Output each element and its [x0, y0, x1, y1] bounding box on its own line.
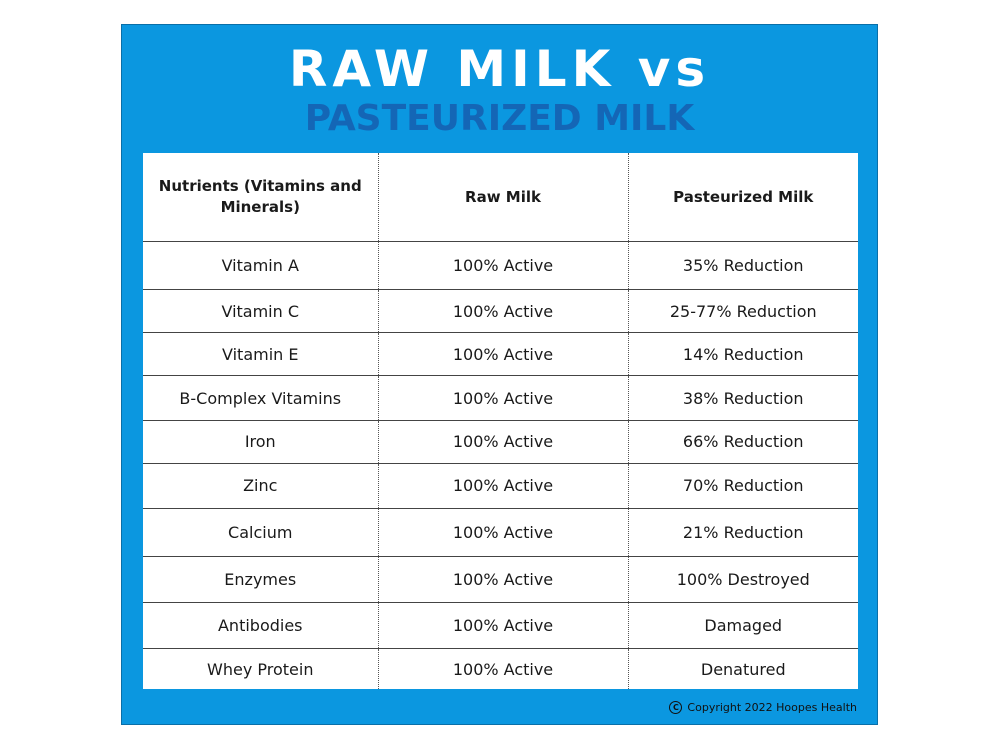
table-row: Zinc 100% Active 70% Reduction [143, 462, 858, 509]
nutrient-cell: Vitamin A [143, 240, 379, 290]
raw-milk-cell: 100% Active [378, 556, 629, 603]
nutrient-cell: Zinc [143, 462, 379, 509]
raw-milk-cell: 100% Active [378, 648, 629, 689]
pasteurized-milk-cell: 100% Destroyed [628, 556, 858, 603]
raw-milk-cell: 100% Active [378, 240, 629, 290]
header-nutrients: Nutrients (Vitamins and Minerals) [143, 153, 379, 242]
table-row: B-Complex Vitamins 100% Active 38% Reduc… [143, 375, 858, 421]
nutrient-cell: Antibodies [143, 602, 379, 649]
nutrient-cell: Vitamin C [143, 289, 379, 333]
pasteurized-milk-cell: 14% Reduction [628, 332, 858, 376]
nutrient-cell: Calcium [143, 507, 379, 557]
table-row: Vitamin A 100% Active 35% Reduction [143, 240, 858, 290]
copyright-text: Copyright 2022 Hoopes Health [687, 701, 857, 714]
nutrient-cell: Iron [143, 419, 379, 464]
raw-milk-cell: 100% Active [378, 507, 629, 557]
page-title: RAW MILK vs [288, 40, 711, 98]
table-row: Enzymes 100% Active 100% Destroyed [143, 556, 858, 603]
pasteurized-milk-cell: Denatured [628, 648, 858, 689]
pasteurized-milk-cell: 70% Reduction [628, 462, 858, 509]
nutrient-cell: B-Complex Vitamins [143, 375, 379, 421]
table-header-row: Nutrients (Vitamins and Minerals) Raw Mi… [143, 153, 858, 242]
page-subtitle: PASTEURIZED MILK [304, 98, 695, 139]
pasteurized-milk-cell: Damaged [628, 602, 858, 649]
raw-milk-cell: 100% Active [378, 332, 629, 376]
table-row: Whey Protein 100% Active Denatured [143, 648, 858, 689]
header-raw-milk: Raw Milk [378, 153, 629, 242]
nutrient-cell: Vitamin E [143, 332, 379, 376]
copyright-notice: C Copyright 2022 Hoopes Health [669, 701, 857, 714]
pasteurized-milk-cell: 21% Reduction [628, 507, 858, 557]
infographic-card: RAW MILK vs PASTEURIZED MILK Nutrients (… [121, 24, 878, 725]
raw-milk-cell: 100% Active [378, 602, 629, 649]
table-row: Antibodies 100% Active Damaged [143, 602, 858, 649]
table-row: Vitamin C 100% Active 25-77% Reduction [143, 289, 858, 333]
pasteurized-milk-cell: 25-77% Reduction [628, 289, 858, 333]
copyright-icon: C [669, 701, 683, 714]
table-row: Vitamin E 100% Active 14% Reduction [143, 332, 858, 376]
nutrient-cell: Whey Protein [143, 648, 379, 689]
comparison-table-container: Nutrients (Vitamins and Minerals) Raw Mi… [143, 153, 858, 689]
raw-milk-cell: 100% Active [378, 462, 629, 509]
raw-milk-cell: 100% Active [378, 419, 629, 464]
comparison-table: Nutrients (Vitamins and Minerals) Raw Mi… [143, 153, 858, 689]
table-row: Calcium 100% Active 21% Reduction [143, 507, 858, 557]
pasteurized-milk-cell: 38% Reduction [628, 375, 858, 421]
raw-milk-cell: 100% Active [378, 375, 629, 421]
pasteurized-milk-cell: 35% Reduction [628, 240, 858, 290]
raw-milk-cell: 100% Active [378, 289, 629, 333]
header-pasteurized-milk: Pasteurized Milk [628, 153, 858, 242]
pasteurized-milk-cell: 66% Reduction [628, 419, 858, 464]
nutrient-cell: Enzymes [143, 556, 379, 603]
table-row: Iron 100% Active 66% Reduction [143, 419, 858, 464]
